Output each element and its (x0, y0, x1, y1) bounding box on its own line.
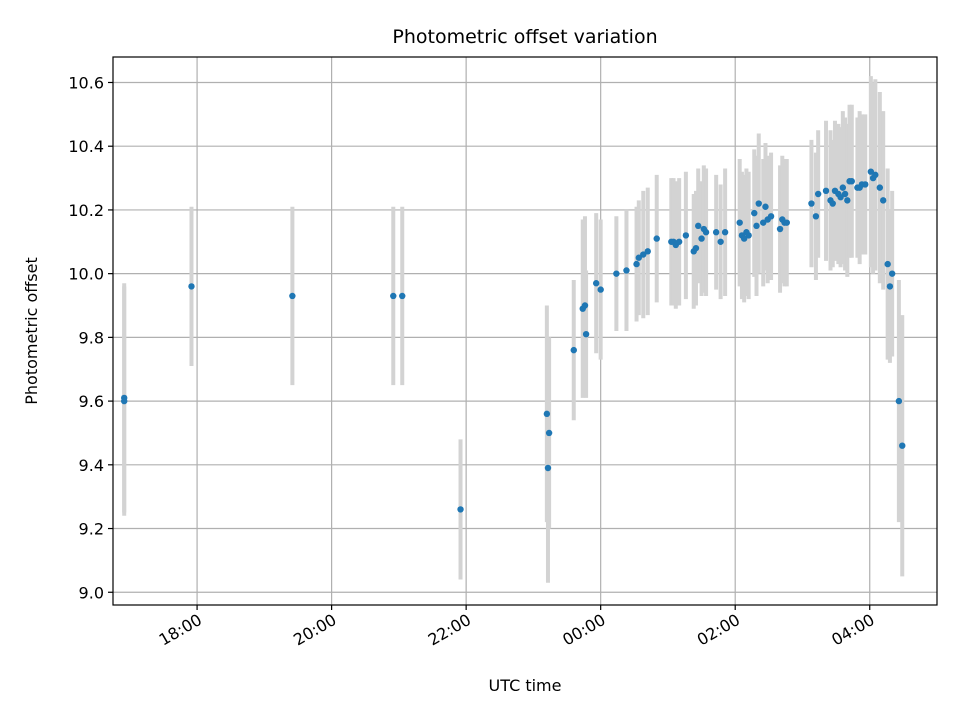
y-tick-label-3: 9.6 (79, 392, 104, 411)
y-tick-label-1: 9.2 (79, 520, 104, 539)
data-point-70 (862, 181, 869, 188)
data-point-4 (390, 292, 397, 300)
data-point-58 (829, 200, 836, 207)
data-point-8 (544, 464, 552, 472)
y-tick-label-6: 10.2 (68, 201, 104, 220)
data-point-63 (841, 190, 849, 198)
data-point-54 (812, 213, 820, 220)
data-point-61 (837, 193, 844, 201)
data-point-46 (762, 203, 769, 210)
data-point-13 (582, 330, 590, 338)
data-point-36 (721, 229, 729, 236)
data-point-21 (644, 248, 651, 255)
data-point-80 (899, 442, 906, 449)
data-point-55 (814, 190, 822, 198)
data-point-27 (682, 232, 690, 239)
data-point-71 (867, 168, 875, 175)
data-point-15 (597, 286, 604, 293)
data-point-41 (745, 232, 752, 239)
data-point-77 (886, 283, 894, 290)
y-tick-label-5: 10.0 (68, 265, 104, 284)
y-tick-label-8: 10.6 (68, 73, 104, 92)
data-point-18 (633, 260, 640, 268)
chart-title: Photometric offset variation (392, 26, 657, 48)
data-point-14 (592, 280, 600, 287)
data-point-5 (399, 292, 406, 300)
data-point-43 (753, 222, 760, 230)
data-point-1 (121, 397, 128, 405)
x-axis-title: UTC time (489, 676, 562, 695)
data-point-30 (695, 222, 702, 230)
data-point-31 (698, 235, 705, 242)
data-point-22 (653, 235, 660, 242)
data-point-17 (623, 267, 630, 274)
data-point-34 (712, 229, 720, 236)
data-point-3 (289, 292, 296, 300)
data-point-20 (640, 251, 647, 258)
data-point-52 (783, 219, 790, 226)
data-point-6 (457, 506, 464, 513)
data-point-73 (872, 171, 879, 179)
data-point-53 (808, 200, 815, 207)
data-point-2 (188, 283, 195, 290)
plot-frame (112, 56, 938, 606)
y-tick-label-7: 10.4 (68, 137, 104, 156)
data-point-56 (822, 187, 830, 195)
data-point-76 (884, 260, 891, 268)
data-point-48 (767, 213, 775, 220)
data-point-42 (751, 209, 758, 217)
data-points (121, 168, 906, 513)
data-point-10 (570, 346, 577, 354)
grid-y (113, 81, 937, 593)
data-point-78 (888, 270, 896, 277)
data-point-7 (543, 410, 551, 418)
data-point-45 (760, 219, 767, 226)
data-point-39 (740, 235, 748, 242)
y-tick-label-4: 9.8 (79, 328, 104, 347)
data-point-19 (635, 254, 642, 261)
data-point-44 (755, 200, 762, 207)
data-point-49 (776, 225, 784, 233)
plot-area (113, 57, 937, 605)
data-point-12 (581, 302, 589, 309)
data-point-64 (844, 197, 851, 204)
y-tick-label-2: 9.4 (79, 456, 104, 475)
data-point-37 (736, 219, 743, 226)
y-axis-title: Photometric offset (22, 257, 41, 405)
data-point-79 (895, 397, 903, 405)
data-point-29 (692, 244, 700, 252)
data-point-35 (717, 238, 724, 245)
y-axis-ticks: 9.0 9.2 9.4 9.6 9.8 10.0 10.2 10.4 10.6 (68, 73, 113, 602)
data-point-66 (848, 178, 855, 185)
data-point-62 (839, 184, 847, 191)
data-point-74 (876, 184, 884, 191)
data-point-9 (545, 429, 553, 437)
data-point-16 (613, 270, 620, 277)
y-tick-label-0: 9.0 (79, 583, 104, 602)
data-point-75 (879, 197, 887, 204)
data-point-33 (702, 229, 710, 236)
data-point-26 (675, 238, 683, 245)
